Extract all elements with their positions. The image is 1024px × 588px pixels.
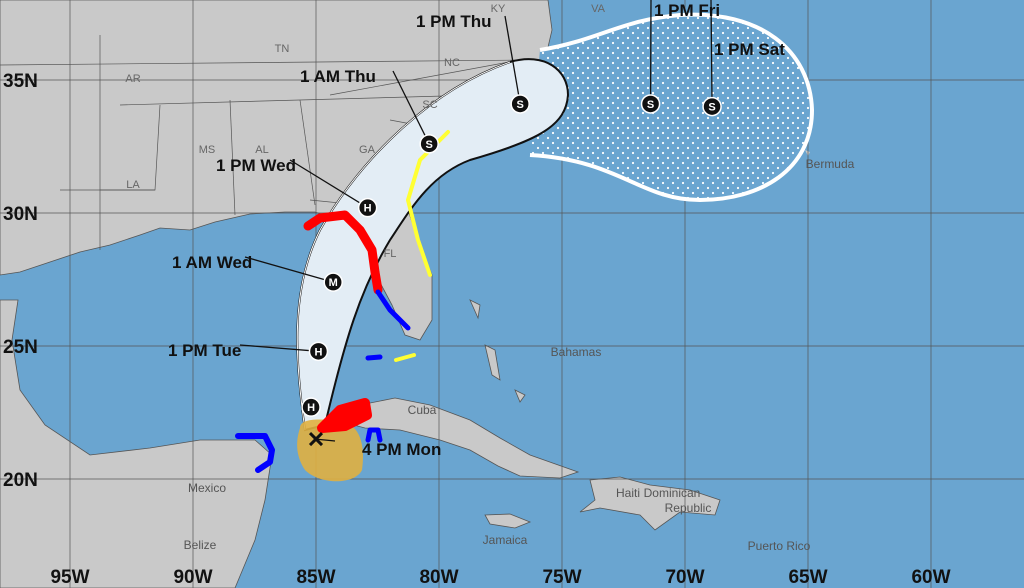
- forecast-time-label: 1 PM Thu: [416, 12, 492, 31]
- lon-tick-label: 70W: [665, 567, 704, 588]
- storm-symbol-icon: [301, 397, 321, 417]
- country-label: Mexico: [188, 481, 226, 495]
- cone-edge: [296, 61, 511, 431]
- storm-symbol-letter: H: [314, 346, 322, 358]
- state-label: NC: [444, 57, 460, 69]
- forecast-time-label: 1 PM Sat: [714, 40, 785, 59]
- lon-tick-label: 95W: [50, 567, 89, 588]
- storm-symbol-letter: H: [364, 203, 372, 215]
- lat-tick-label: 35N: [3, 71, 38, 92]
- lon-tick-label: 85W: [296, 567, 335, 588]
- state-label: TN: [275, 43, 290, 55]
- storm-symbol-icon: [308, 341, 329, 362]
- country-label: Jamaica: [483, 533, 528, 547]
- country-label: Cuba: [408, 403, 437, 417]
- hurricane-warning-cuba: [317, 398, 372, 433]
- tropical-storm-warning-cuba: [365, 427, 383, 443]
- land-cuba: [333, 397, 580, 479]
- forecast-cone-days-4-5: [529, 12, 815, 203]
- state-label: KY: [491, 3, 506, 15]
- tropical-storm-watch-keys: [394, 353, 416, 362]
- state-label: FL: [384, 248, 397, 260]
- state-label: SC: [422, 99, 437, 111]
- current-position-x-icon: [308, 432, 324, 447]
- country-label: Belize: [184, 538, 217, 552]
- forecast-time-label: 1 PM Wed: [216, 156, 296, 175]
- lon-tick-label: 60W: [911, 567, 950, 588]
- country-label: Bahamas: [551, 345, 602, 359]
- storm-symbol-letter: M: [329, 277, 338, 289]
- label-leader-line: [289, 159, 369, 209]
- land-mexico: [0, 299, 273, 588]
- lon-tick-label: 90W: [173, 567, 212, 588]
- lon-tick-label: 65W: [788, 567, 827, 588]
- forecast-time-label: 1 PM Tue: [168, 341, 241, 360]
- lon-tick-label: 75W: [542, 567, 581, 588]
- country-label: Puerto Rico: [748, 539, 811, 553]
- state-label: MS: [199, 144, 216, 156]
- storm-symbol-icon: [419, 134, 439, 154]
- land-bahamas: [469, 299, 526, 403]
- label-leader-line: [392, 70, 430, 145]
- state-label: GA: [359, 144, 376, 156]
- storm-symbol-letter: S: [517, 99, 524, 111]
- country-label: Dominican: [644, 486, 701, 500]
- state-label: AL: [255, 144, 268, 156]
- storm-symbol-letter: S: [708, 102, 715, 114]
- land-jamaica: [484, 513, 532, 529]
- land-bermuda: [805, 150, 810, 156]
- hurricane-warning-florida: [303, 210, 383, 295]
- state-label: AR: [125, 73, 140, 85]
- label-leader-line: [504, 15, 521, 105]
- country-label: Haiti: [616, 486, 640, 500]
- storm-symbol-letter: S: [425, 139, 432, 151]
- state-label: LA: [126, 179, 140, 191]
- country-label: Republic: [665, 501, 712, 515]
- storm-symbol-icon: [357, 197, 378, 218]
- forecast-track: 4 PM Mon H 1 PM Tue H 1 AM Wed M 1 PM Wed H 1 AM…: [168, 0, 785, 459]
- label-leader-line: [315, 438, 336, 442]
- label-leader-line: [710, 0, 713, 107]
- storm-symbol-icon: [323, 272, 343, 292]
- storm-symbol-letter: S: [647, 99, 654, 111]
- label-leader-line: [244, 256, 334, 283]
- axis-labels: 95W 90W 85W 80W 75W 70W 65W 60W 35N 30N 25N 20N: [3, 71, 951, 588]
- watches-warnings: [235, 130, 450, 473]
- forecast-time-label: 4 PM Mon: [362, 440, 441, 459]
- storm-symbol-icon: [640, 94, 661, 114]
- state-label: VA: [591, 3, 606, 15]
- country-label: Bermuda: [806, 157, 855, 171]
- forecast-time-label: 1 AM Wed: [172, 253, 252, 272]
- lat-tick-label: 30N: [3, 204, 38, 225]
- label-leader-line: [239, 344, 319, 352]
- forecast-time-label: 1 AM Thu: [300, 67, 376, 86]
- storm-symbol-letter: H: [307, 402, 315, 414]
- tropical-storm-warning-florida: [375, 289, 411, 331]
- forecast-time-label: 1 PM Fri: [654, 1, 720, 20]
- lon-tick-label: 80W: [419, 567, 458, 588]
- lat-tick-label: 20N: [3, 470, 38, 491]
- tropical-storm-warning-keys: [365, 354, 383, 361]
- tropical-storm-warning-mexico: [235, 433, 275, 473]
- lat-tick-label: 25N: [3, 337, 38, 358]
- storm-symbol-icon: [702, 96, 722, 117]
- storm-symbol-icon: [510, 94, 530, 114]
